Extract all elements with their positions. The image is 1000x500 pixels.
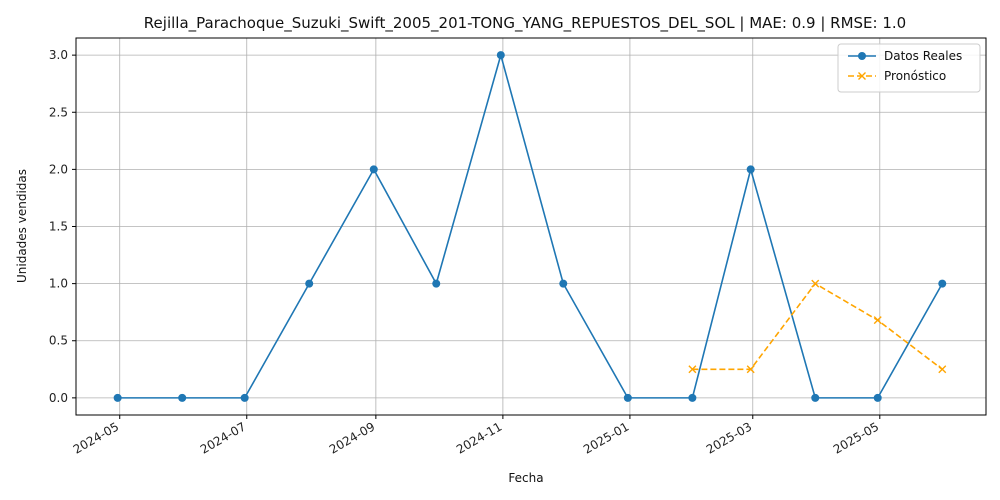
data-point: [178, 393, 187, 402]
data-point: [432, 279, 441, 288]
legend-marker-actual: [858, 52, 866, 60]
x-tick-label: 2024-05: [71, 419, 121, 456]
x-tick-label: 2025-03: [704, 419, 754, 456]
y-axis: 0.0 0.5 1.0 1.5 2.0 2.5 3.0: [49, 48, 76, 405]
data-point: [305, 279, 314, 288]
x-tick-label: 2025-01: [581, 419, 631, 456]
data-point: [873, 393, 882, 402]
y-tick-label: 3.0: [49, 48, 68, 62]
series-line-0: [117, 52, 943, 399]
forecast-point: [811, 279, 820, 288]
x-tick-label: 2024-11: [454, 419, 504, 456]
y-tick-label: 1.0: [49, 277, 68, 291]
legend-label-actual: Datos Reales: [884, 49, 962, 63]
x-tick-label: 2024-07: [198, 419, 248, 456]
data-point: [938, 279, 947, 288]
x-tick-label: 2024-09: [327, 419, 377, 456]
x-tick-label: 2025-05: [831, 419, 881, 456]
y-tick-label: 2.0: [49, 162, 68, 176]
data-point: [369, 165, 378, 174]
data-point: [688, 393, 697, 402]
series-layer: [113, 51, 947, 402]
data-point: [623, 393, 632, 402]
forecast-point: [688, 365, 697, 374]
forecast-point: [746, 365, 755, 374]
data-point: [496, 51, 505, 60]
y-tick-label: 0.0: [49, 391, 68, 405]
forecast-point: [938, 365, 947, 374]
series-line-1: [692, 282, 943, 371]
legend-marker-forecast: [858, 72, 866, 80]
data-point: [240, 393, 249, 402]
data-point: [811, 393, 820, 402]
data-point: [113, 393, 122, 402]
y-tick-label: 2.5: [49, 105, 68, 119]
legend-label-forecast: Pronóstico: [884, 69, 946, 83]
grid: [76, 38, 986, 415]
forecast-point: [873, 316, 882, 325]
chart-title: Rejilla_Parachoque_Suzuki_Swift_2005_201…: [144, 14, 906, 33]
x-axis: 2024-05 2024-07 2024-09 2024-11 2025-01 2025-…: [71, 415, 881, 457]
x-axis-title: Fecha: [508, 471, 543, 485]
y-tick-label: 1.5: [49, 220, 68, 234]
data-point: [559, 279, 568, 288]
y-tick-label: 0.5: [49, 334, 68, 348]
y-axis-title: Unidades vendidas: [15, 169, 29, 283]
data-point: [746, 165, 755, 174]
legend: Datos Reales Pronóstico: [837, 43, 981, 93]
